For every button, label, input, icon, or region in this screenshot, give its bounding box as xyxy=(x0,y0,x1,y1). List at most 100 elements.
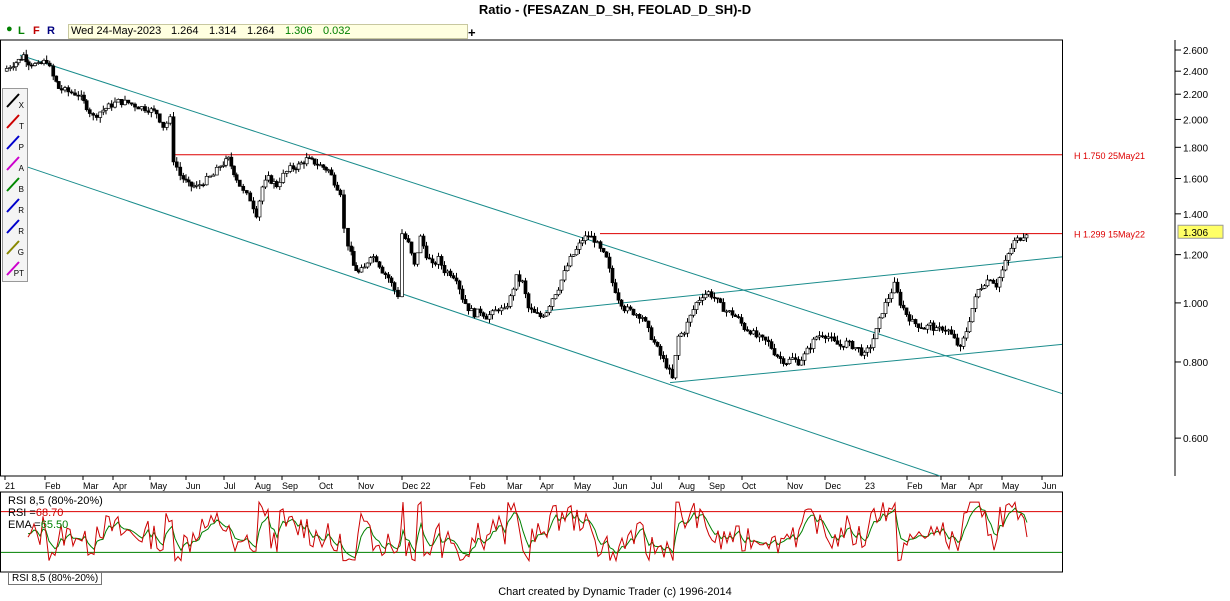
candle-body xyxy=(829,336,834,339)
quote-close: 1.306 xyxy=(285,25,313,37)
candle-body xyxy=(658,345,663,356)
candle-body xyxy=(751,330,756,335)
candle-body xyxy=(805,347,810,355)
add-button[interactable]: + xyxy=(468,25,476,40)
candle-body xyxy=(721,302,726,312)
candle-body xyxy=(475,308,480,318)
candle-body xyxy=(478,308,483,314)
x-tick-label: Mar xyxy=(83,481,99,491)
candle-body xyxy=(396,289,400,298)
candle-body xyxy=(937,326,942,329)
indicator-tab[interactable]: RSI 8,5 (80%-20%) xyxy=(8,572,102,585)
candle-body xyxy=(487,314,492,320)
candle-body xyxy=(916,323,921,328)
channel-line xyxy=(19,54,1063,395)
candle-body xyxy=(865,347,870,353)
gann-tool[interactable]: G xyxy=(4,238,25,257)
retrace-tool[interactable]: R xyxy=(4,196,25,215)
x-tick-label: Apr xyxy=(540,481,554,491)
candle-body xyxy=(676,335,681,356)
candle-body xyxy=(871,338,876,348)
candle-body xyxy=(76,94,81,97)
fib-b-tool[interactable]: B xyxy=(4,175,25,194)
rsi-line xyxy=(27,500,1028,563)
candle-body xyxy=(583,235,588,241)
rsi-readout: RSI =68.70 xyxy=(8,507,63,519)
candle-body xyxy=(691,309,696,316)
letter-r-button[interactable]: R xyxy=(47,25,55,37)
retrace2-tool[interactable]: R xyxy=(4,217,25,236)
candle-body xyxy=(955,337,960,346)
y-tick-label: 2.200 xyxy=(1183,90,1208,101)
candle-body xyxy=(194,184,199,187)
candle-body xyxy=(208,175,212,178)
candle-body xyxy=(143,106,147,112)
candle-body xyxy=(556,289,561,296)
drawing-toolbar: X T P A B R R G PT xyxy=(2,88,28,282)
candle-body xyxy=(24,54,29,63)
candle-body xyxy=(269,175,274,184)
trendline-tool[interactable]: T xyxy=(4,112,25,131)
quote-change: 0.032 xyxy=(323,25,351,37)
candle-body xyxy=(304,157,309,165)
footer-credit: Chart created by Dynamic Trader (c) 1996… xyxy=(498,586,732,598)
last-price-label: 1.306 xyxy=(1183,228,1208,239)
quote-high: 1.314 xyxy=(209,25,237,37)
candle-body xyxy=(54,75,59,82)
candle-body xyxy=(697,299,702,303)
letter-f-button[interactable]: F xyxy=(33,25,40,37)
candle-body xyxy=(625,306,630,312)
candle-body xyxy=(838,343,843,347)
candle-body xyxy=(433,262,438,265)
projection-tool[interactable]: A xyxy=(4,154,25,173)
candle-body xyxy=(33,63,37,66)
projection-icon xyxy=(6,156,20,171)
x-tick-label: Feb xyxy=(907,481,923,491)
candle-body xyxy=(787,358,792,364)
candle-body xyxy=(802,353,807,361)
parallel-tool[interactable]: P xyxy=(4,133,25,152)
candle-body xyxy=(123,99,127,106)
quote-field: Wed 24-May-2023 1.264 1.314 1.264 1.306 … xyxy=(68,24,468,39)
candle-body xyxy=(895,281,900,293)
candle-body xyxy=(952,333,957,339)
candle-body xyxy=(284,171,289,174)
candle-body xyxy=(154,109,159,115)
candle-body xyxy=(901,304,906,309)
close-icon xyxy=(6,93,20,108)
candle-body xyxy=(224,158,228,166)
candle-body xyxy=(718,298,723,303)
candle-body xyxy=(931,322,936,331)
candle-body xyxy=(310,157,314,160)
candle-body xyxy=(221,164,226,167)
candle-body xyxy=(59,88,64,91)
candle-body xyxy=(189,181,194,187)
candle-body xyxy=(553,294,558,300)
candle-body xyxy=(430,258,435,264)
letter-l-button[interactable]: L xyxy=(18,25,25,37)
candle-body xyxy=(98,111,103,118)
candle-body xyxy=(898,291,903,306)
rsi-value: 68.70 xyxy=(35,507,64,519)
candle-body xyxy=(589,235,594,238)
candle-body xyxy=(229,156,234,167)
candle-body xyxy=(844,340,849,348)
candle-body xyxy=(529,307,534,310)
y-tick-label: 0.600 xyxy=(1183,434,1208,445)
candle-body xyxy=(184,178,188,181)
gann-tool-label: G xyxy=(17,248,24,257)
candle-body xyxy=(445,270,450,274)
candle-body xyxy=(541,315,546,318)
candle-body xyxy=(186,179,191,183)
pt-tool[interactable]: PT xyxy=(4,259,25,278)
candle-body xyxy=(538,312,543,318)
candle-body xyxy=(508,295,513,307)
parallel-tool-label: P xyxy=(18,143,24,152)
candle-body xyxy=(56,81,61,89)
close-tool[interactable]: X xyxy=(4,91,25,110)
candle-body xyxy=(1006,253,1011,261)
retrace-icon xyxy=(6,198,20,213)
ema-readout: EMA =65.50 xyxy=(8,519,68,531)
candle-body xyxy=(841,345,846,348)
candle-body xyxy=(106,103,111,109)
